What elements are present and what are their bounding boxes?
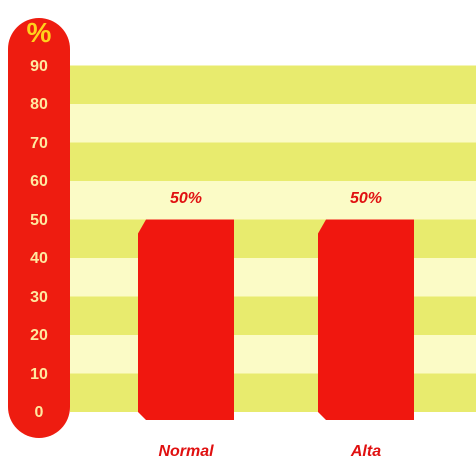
y-tick-label: 60 [30,173,48,190]
y-tick-label: 90 [30,57,48,75]
y-axis-unit-label: % [26,17,52,48]
grid-band [70,104,476,143]
y-tick-label: 40 [30,250,48,267]
y-axis-pill [8,18,70,438]
bar-normal [138,219,234,420]
y-tick-label: 80 [30,96,48,113]
y-tick-label: 0 [34,404,44,421]
bar-alta [318,219,414,420]
grid-band [70,219,476,258]
bar-value-label: 50% [349,189,383,207]
y-tick-label: 20 [30,327,48,344]
x-category-label: Alta [350,443,382,460]
y-tick-label: 70 [30,134,48,152]
x-category-label: Normal [158,443,214,460]
grid-band [70,373,476,412]
bar-value-label: 50% [169,189,203,207]
grid-band [70,65,476,104]
grid-band [70,181,476,220]
y-tick-label: 50 [30,211,48,229]
y-tick-label: 30 [30,288,48,306]
grid-band [70,258,476,297]
grid-band [70,142,476,181]
y-tick-label: 10 [30,365,48,383]
grid-band [70,296,476,335]
grid-band [70,335,476,374]
